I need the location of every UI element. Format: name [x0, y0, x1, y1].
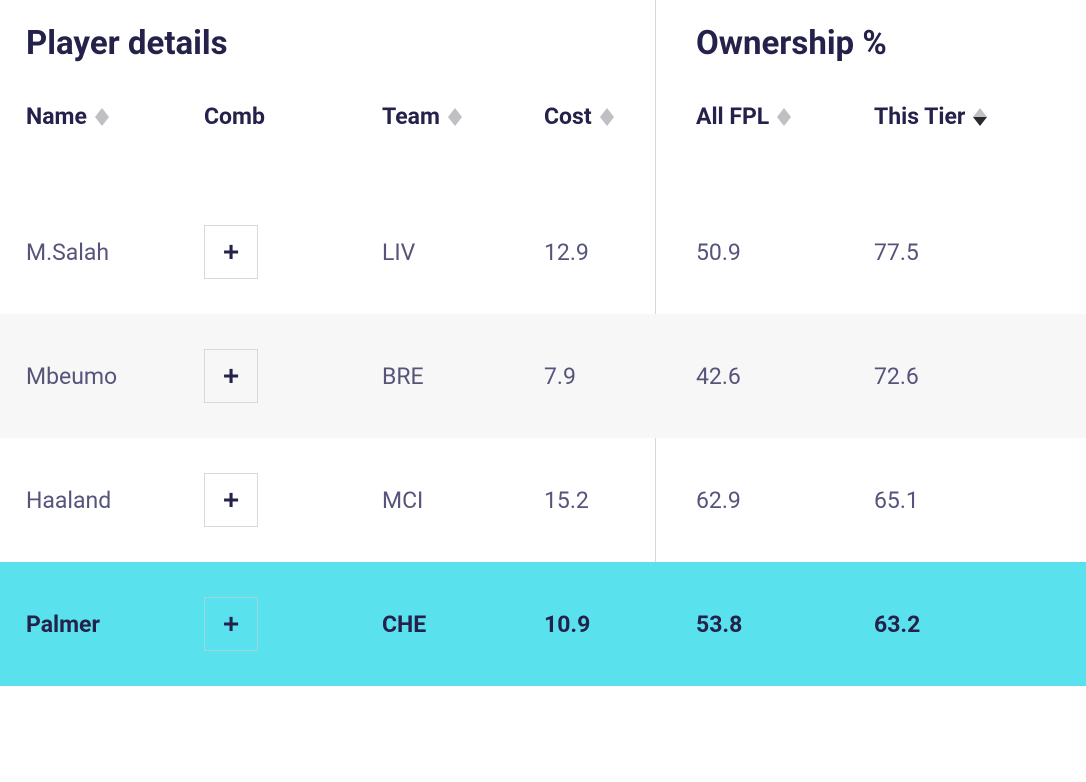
cell-comb: + — [178, 473, 356, 527]
cell-comb: + — [178, 349, 356, 403]
column-header-name-label: Name — [26, 103, 87, 130]
cell-tier: 63.2 — [848, 611, 1086, 638]
column-header-cost-label: Cost — [544, 103, 592, 130]
cell-cost: 15.2 — [518, 487, 662, 514]
table-row[interactable]: M.Salah + LIV12.950.977.5 — [0, 190, 1086, 314]
sort-icon — [95, 108, 109, 126]
group-header-ownership: Ownership % — [662, 24, 1086, 63]
table-row[interactable]: Palmer + CHE10.953.863.2 — [0, 562, 1086, 686]
cell-cost: 7.9 — [518, 363, 662, 390]
column-header-team-label: Team — [382, 103, 440, 130]
cell-comb: + — [178, 597, 356, 651]
column-header-tier[interactable]: This Tier — [848, 103, 1086, 130]
cell-cost: 12.9 — [518, 239, 662, 266]
player-table: Player details Ownership % Name Comb Tea… — [0, 0, 1086, 686]
cell-allfpl: 42.6 — [662, 363, 848, 390]
table-row[interactable]: Haaland + MCI15.262.965.1 — [0, 438, 1086, 562]
cell-tier: 72.6 — [848, 363, 1086, 390]
sort-icon — [777, 108, 791, 126]
add-combination-button[interactable]: + — [204, 597, 258, 651]
group-header-details: Player details — [0, 24, 662, 63]
cell-team: LIV — [356, 239, 518, 266]
cell-allfpl: 50.9 — [662, 239, 848, 266]
add-combination-button[interactable]: + — [204, 473, 258, 527]
cell-allfpl: 62.9 — [662, 487, 848, 514]
column-header-comb: Comb — [178, 103, 356, 130]
group-header-row: Player details Ownership % — [0, 0, 1086, 103]
cell-team: CHE — [356, 611, 518, 638]
column-header-allfpl[interactable]: All FPL — [662, 103, 848, 130]
sort-icon — [600, 108, 614, 126]
sort-icon — [973, 108, 987, 126]
column-header-team[interactable]: Team — [356, 103, 518, 130]
table-row[interactable]: Mbeumo + BRE7.942.672.6 — [0, 314, 1086, 438]
add-combination-button[interactable]: + — [204, 225, 258, 279]
column-header-row: Name Comb Team Cost All FPL — [0, 103, 1086, 190]
cell-comb: + — [178, 225, 356, 279]
column-header-comb-label: Comb — [204, 103, 265, 130]
cell-allfpl: 53.8 — [662, 611, 848, 638]
column-header-cost[interactable]: Cost — [518, 103, 662, 130]
cell-name: Haaland — [0, 487, 178, 514]
sort-icon — [448, 108, 462, 126]
cell-tier: 77.5 — [848, 239, 1086, 266]
cell-name: Mbeumo — [0, 363, 178, 390]
cell-cost: 10.9 — [518, 611, 662, 638]
cell-name: Palmer — [0, 611, 178, 638]
column-header-allfpl-label: All FPL — [696, 103, 769, 130]
column-header-tier-label: This Tier — [874, 103, 965, 130]
cell-name: M.Salah — [0, 239, 178, 266]
cell-team: MCI — [356, 487, 518, 514]
cell-team: BRE — [356, 363, 518, 390]
table-body: M.Salah + LIV12.950.977.5 Mbeumo + BRE7.942.6… — [0, 190, 1086, 686]
cell-tier: 65.1 — [848, 487, 1086, 514]
add-combination-button[interactable]: + — [204, 349, 258, 403]
column-header-name[interactable]: Name — [0, 103, 178, 130]
